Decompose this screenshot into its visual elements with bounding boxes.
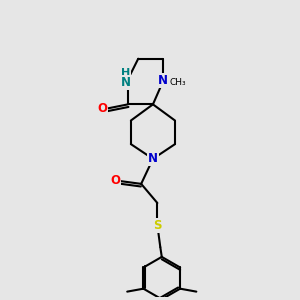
Text: N: N [158,74,168,87]
Text: H: H [121,68,130,78]
Text: O: O [110,174,121,188]
Text: N: N [148,152,158,165]
Text: N: N [121,76,130,89]
Text: O: O [97,102,107,115]
Text: CH₃: CH₃ [170,78,186,87]
Text: S: S [153,219,162,232]
